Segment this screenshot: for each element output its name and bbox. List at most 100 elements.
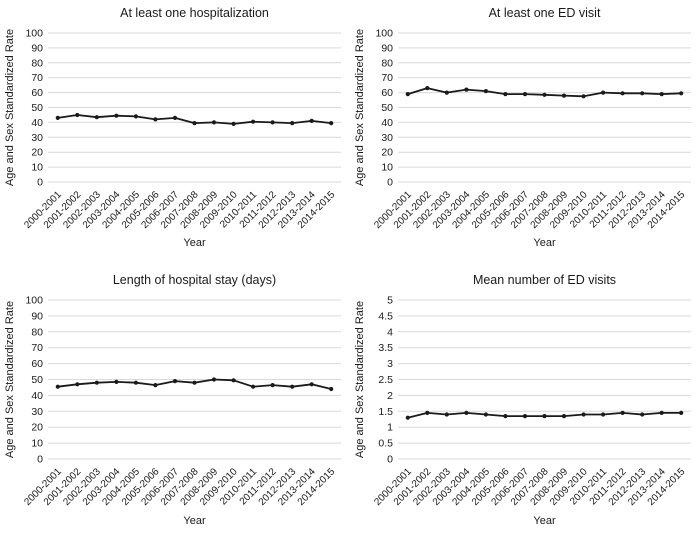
data-point-marker [464,410,469,415]
y-tick-label: 2 [387,390,393,402]
data-point-marker [581,412,586,417]
y-tick-label: 30 [381,132,393,144]
y-tick-label: 90 [31,310,43,322]
y-axis-tick-labels: 0 10 20 30 40 50 60 70 80 90 100 [25,295,43,466]
data-point-marker [94,380,99,385]
y-axis-label: Age and Sex Standardized Rate [354,301,366,458]
y-tick-label: 10 [381,162,393,174]
y-axis-label: Age and Sex Standardized Rate [354,29,366,186]
data-point-marker [659,410,664,415]
y-tick-label: 50 [31,102,43,114]
series-markers [405,410,684,420]
data-point-marker [329,386,334,392]
chart-title: At least one ED visit [489,6,601,20]
y-tick-label: 4 [387,326,393,338]
gridlines [48,32,341,183]
y-tick-label: 0 [37,177,43,189]
y-axis-tick-labels: 0 10 20 30 40 50 60 70 80 90 100 [25,28,43,189]
data-point-marker [55,115,60,120]
y-tick-label: 0.5 [378,438,393,450]
y-tick-label: 2.5 [378,374,393,386]
y-tick-label: 80 [31,326,43,338]
data-point-marker [601,90,606,95]
series-markers [405,86,684,99]
data-point-marker [503,414,508,419]
data-point-marker [114,379,119,384]
y-axis-tick-labels: 0 0.5 1 1.5 2 2.5 3 3.5 4 4.5 5 [378,295,393,466]
x-axis-label: Year [533,515,556,527]
data-point-marker [659,92,664,97]
y-tick-label: 50 [381,102,393,114]
data-point-marker [309,382,314,387]
gridlines [398,299,691,460]
y-tick-label: 40 [31,390,43,402]
data-point-marker [483,412,488,417]
data-point-marker [561,414,567,419]
y-tick-label: 90 [31,42,43,54]
data-point-marker [290,384,295,389]
data-point-marker [153,383,158,388]
data-point-marker [444,90,449,95]
y-tick-label: 70 [381,72,393,84]
y-tick-label: 0 [37,454,43,466]
data-point-marker [444,412,449,417]
data-point-marker [290,121,295,126]
data-point-marker [75,112,80,118]
chart-panel-mean-ed-visits: 0 0.5 1 1.5 2 2.5 3 3.5 4 4.5 5 2000-2001 2001-2002 2… [350,267,700,535]
data-point-marker [172,115,178,120]
data-point-marker [464,87,469,92]
data-point-marker [231,121,236,126]
data-point-marker [405,415,410,420]
y-tick-label: 3 [387,358,393,370]
y-tick-label: 40 [31,117,43,129]
x-axis-label: Year [183,237,206,249]
data-point-marker [483,89,488,94]
data-point-marker [542,92,547,97]
series-markers [55,377,334,392]
data-point-marker [55,384,60,389]
x-axis-tick-labels: 2000-20012001-20022002-20032003-20042004… [22,189,337,231]
y-tick-label: 30 [31,406,43,418]
y-tick-label: 10 [31,438,43,450]
data-point-marker [679,91,684,96]
y-axis-tick-labels: 0 10 20 30 40 50 60 70 80 90 100 [375,28,393,189]
y-tick-label: 60 [31,358,43,370]
y-tick-label: 60 [31,87,43,99]
data-point-marker [561,93,567,98]
y-tick-label: 1.5 [378,406,393,418]
y-tick-label: 3.5 [378,342,393,354]
gridlines [48,299,341,460]
data-point-marker [405,92,410,97]
y-tick-label: 100 [375,28,393,40]
y-tick-label: 30 [31,132,43,144]
chart-panel-length-of-stay: 0 10 20 30 40 50 60 70 80 90 100 2000-2001 2001-2002… [0,267,350,535]
data-point-marker [172,379,178,384]
data-point-marker [192,380,197,385]
chart-svg: 0 10 20 30 40 50 60 70 80 90 100 2000-20012001-2002… [354,6,691,249]
data-point-marker [211,120,217,125]
data-point-marker [620,91,625,96]
data-point-marker [640,91,645,96]
y-tick-label: 100 [25,295,43,307]
y-axis-label: Age and Sex Standardized Rate [4,29,16,186]
data-point-marker [503,92,508,97]
data-point-marker [133,114,138,119]
data-point-marker [94,115,99,120]
y-tick-label: 90 [381,42,393,54]
data-point-marker [425,86,430,91]
data-point-marker [542,414,547,419]
y-tick-label: 0 [387,454,393,466]
data-point-marker [211,377,217,382]
y-tick-label: 50 [31,374,43,386]
chart-title: Length of hospital stay (days) [113,273,276,287]
data-point-marker [231,378,236,383]
y-tick-label: 0 [387,177,393,189]
data-point-marker [251,384,256,389]
y-tick-label: 100 [25,28,43,40]
y-tick-label: 70 [31,342,43,354]
y-axis-label: Age and Sex Standardized Rate [4,301,16,458]
y-tick-label: 80 [381,57,393,69]
chart-panel-hospitalization: 0 10 20 30 40 50 60 70 80 90 100 2000-2001 2001-2002… [0,0,350,267]
